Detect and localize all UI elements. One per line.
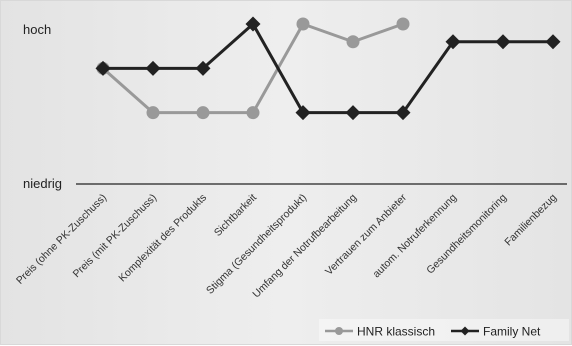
legend-background — [319, 319, 569, 341]
legend-item-family-net: Family Net — [451, 325, 541, 339]
legend-marker — [460, 326, 470, 336]
data-point-family-net — [245, 16, 261, 32]
series-family-net — [95, 16, 561, 121]
series-line-family-net — [103, 22, 553, 115]
data-point-hnr-klassisch — [346, 35, 360, 49]
data-point-hnr-klassisch — [146, 106, 160, 120]
data-point-family-net — [195, 60, 211, 76]
data-point-family-net — [495, 34, 511, 50]
data-point-family-net — [545, 34, 561, 50]
legend: HNR klassisch Family Net — [319, 319, 569, 341]
x-tick-label: Umfang der Notrufbearbeitung — [250, 192, 359, 301]
data-point-family-net — [145, 60, 161, 76]
data-point-family-net — [345, 105, 361, 121]
legend-label: Family Net — [483, 325, 541, 339]
legend-item-hnr-klassisch: HNR klassisch — [325, 325, 435, 339]
data-point-family-net — [295, 105, 311, 121]
data-point-family-net — [95, 60, 111, 76]
data-point-family-net — [395, 105, 411, 121]
data-point-hnr-klassisch — [396, 17, 410, 31]
x-tick-label: Stigma (Gesundheitsprodukt) — [204, 192, 309, 297]
legend-marker — [335, 327, 343, 335]
y-label-high: hoch — [23, 22, 51, 37]
x-tick-label: Sichtbarkeit — [212, 192, 259, 239]
x-tick-label: Preis (mit PK-Zuschuss) — [71, 192, 160, 281]
y-label-low: niedrig — [23, 176, 62, 191]
data-point-family-net — [445, 34, 461, 50]
legend-label: HNR klassisch — [357, 325, 435, 339]
x-tick-label: Preis (ohne PK-Zuschuss) — [14, 192, 109, 287]
data-point-hnr-klassisch — [296, 17, 310, 31]
data-point-hnr-klassisch — [246, 106, 260, 120]
x-tick-label: Vertrauen zum Anbieter — [323, 191, 409, 277]
series-hnr-klassisch — [96, 17, 410, 120]
x-tick-label: Familienbezug — [502, 192, 559, 249]
x-tick-label: Komplexität des Produkts — [116, 192, 209, 285]
data-point-hnr-klassisch — [196, 106, 210, 120]
x-tick-label: autom. Notruferkennung — [371, 192, 460, 281]
